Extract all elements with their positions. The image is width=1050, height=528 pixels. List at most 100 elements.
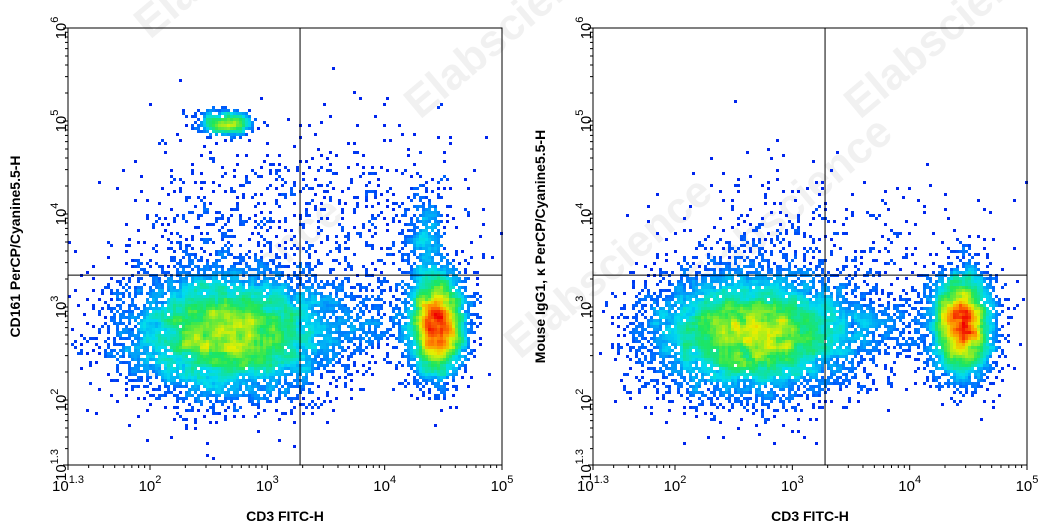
event-cell (359, 232, 362, 235)
event-cell (236, 361, 239, 364)
event-cell (326, 334, 329, 337)
event-cell (446, 307, 449, 310)
event-cell (236, 385, 239, 388)
event-cell (227, 217, 230, 220)
event-cell (329, 331, 332, 334)
event-cell (149, 367, 152, 370)
event-cell (476, 325, 479, 328)
event-cell (218, 124, 221, 127)
event-cell (308, 319, 311, 322)
event-cell (197, 130, 200, 133)
event-cell (323, 313, 326, 316)
event-cell (272, 319, 275, 322)
event-cell (188, 322, 191, 325)
event-cell (227, 295, 230, 298)
event-cell (185, 373, 188, 376)
event-cell (227, 127, 230, 130)
event-cell (398, 298, 401, 301)
event-cell (275, 385, 278, 388)
event-cell (476, 277, 479, 280)
event-cell (455, 337, 458, 340)
event-cell (224, 358, 227, 361)
event-cell (311, 346, 314, 349)
event-cell (167, 385, 170, 388)
event-cell (248, 319, 251, 322)
event-cell (419, 376, 422, 379)
event-cell (224, 373, 227, 376)
event-cell (401, 256, 404, 259)
event-cell (236, 382, 239, 385)
event-cell (290, 397, 293, 400)
event-cell (368, 172, 371, 175)
event-cell (173, 349, 176, 352)
event-cell (107, 346, 110, 349)
event-cell (314, 319, 317, 322)
event-cell (272, 349, 275, 352)
event-cell (356, 295, 359, 298)
event-cell (332, 358, 335, 361)
event-cell (428, 202, 431, 205)
event-cell (458, 313, 461, 316)
event-cell (386, 190, 389, 193)
event-cell (428, 214, 431, 217)
event-cell (98, 181, 101, 184)
event-cell (266, 298, 269, 301)
event-cell (290, 316, 293, 319)
event-cell (293, 358, 296, 361)
event-cell (422, 310, 425, 313)
event-cell (254, 391, 257, 394)
event-cell (236, 397, 239, 400)
event-cell (116, 310, 119, 313)
event-cell (221, 298, 224, 301)
event-cell (221, 340, 224, 343)
event-cell (146, 292, 149, 295)
event-cell (359, 349, 362, 352)
event-cell (92, 304, 95, 307)
event-cell (236, 115, 239, 118)
event-cell (194, 316, 197, 319)
event-cell (287, 304, 290, 307)
event-cell (224, 139, 227, 142)
event-cell (329, 337, 332, 340)
event-cell (260, 250, 263, 253)
event-cell (194, 337, 197, 340)
event-cell (251, 127, 254, 130)
event-cell (428, 367, 431, 370)
event-cell (452, 337, 455, 340)
event-cell (179, 379, 182, 382)
event-cell (272, 295, 275, 298)
event-cell (254, 376, 257, 379)
event-cell (320, 352, 323, 355)
event-cell (170, 316, 173, 319)
event-cell (233, 355, 236, 358)
event-cell (236, 334, 239, 337)
event-cell (173, 292, 176, 295)
event-cell (419, 199, 422, 202)
event-cell (152, 340, 155, 343)
event-cell (161, 292, 164, 295)
event-cell (149, 295, 152, 298)
event-cell (443, 316, 446, 319)
event-cell (371, 172, 374, 175)
event-cell (449, 367, 452, 370)
event-cell (425, 361, 428, 364)
event-cell (311, 244, 314, 247)
event-cell (218, 412, 221, 415)
event-cell (215, 319, 218, 322)
event-cell (170, 325, 173, 328)
event-cell (197, 310, 200, 313)
event-cell (434, 307, 437, 310)
event-cell (170, 370, 173, 373)
event-cell (227, 340, 230, 343)
event-cell (275, 409, 278, 412)
event-cell (143, 271, 146, 274)
event-cell (419, 373, 422, 376)
event-cell (185, 340, 188, 343)
event-cell (215, 298, 218, 301)
event-cell (473, 271, 476, 274)
event-cell (173, 394, 176, 397)
event-cell (230, 280, 233, 283)
event-cell (113, 319, 116, 322)
event-cell (464, 286, 467, 289)
event-cell (227, 235, 230, 238)
